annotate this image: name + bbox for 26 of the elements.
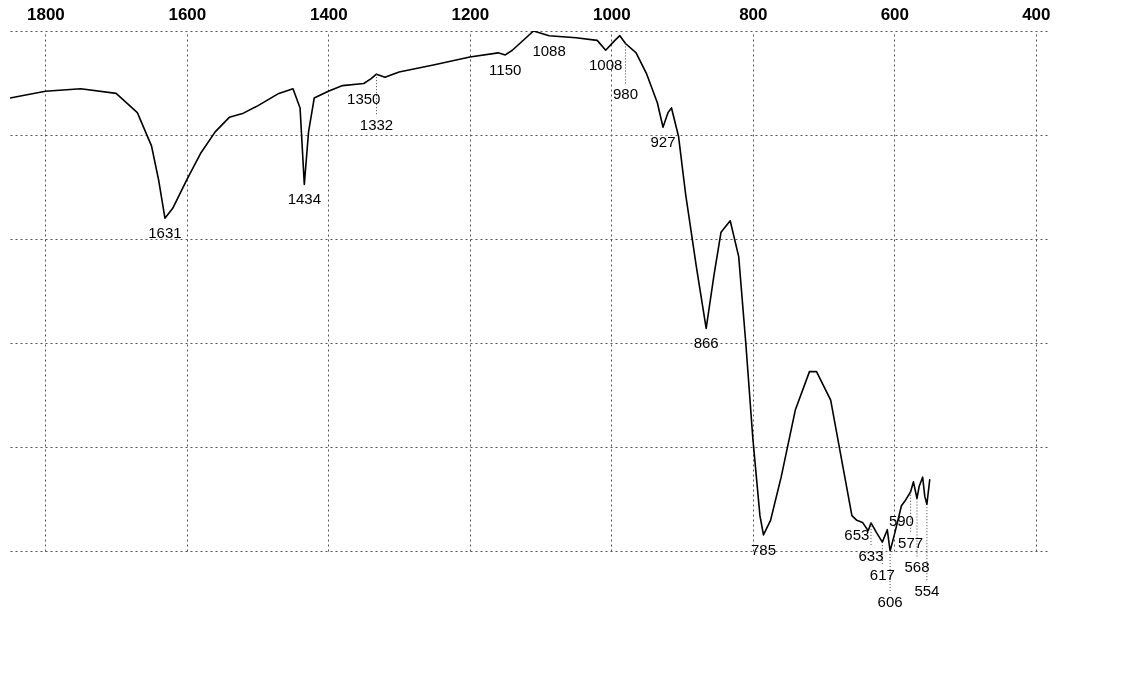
x-tick-label: 1200 [451,4,490,24]
annotation: 785 [750,540,776,558]
annotation: 606 [877,593,903,610]
annotation: 1434 [287,190,321,208]
annotation: 866 [693,334,719,352]
x-tick-label: 400 [1022,4,1051,24]
annotation: 577 [898,533,924,551]
annotation: 927 [650,133,676,151]
annotation: 617 [869,566,895,584]
annotation: 554 [914,582,940,600]
annotation: 568 [904,558,930,576]
x-tick-label: 1800 [26,4,65,24]
annotation: 653 [844,526,870,544]
annotation: 1332 [359,116,394,134]
annotation: 1350 [347,89,381,107]
x-tick-label: 600 [880,4,910,24]
annotation: 1088 [532,41,566,59]
x-tick-label: 800 [739,4,768,24]
annotation: 980 [612,85,639,103]
x-tick-label: 1600 [168,4,207,24]
annotation: 1631 [148,224,182,242]
x-tick-label: 1400 [309,4,348,24]
annotation: 1008 [589,56,623,74]
annotation: 633 [858,546,884,564]
x-tick-label: 1000 [592,4,631,24]
annotation: 1150 [489,60,522,78]
